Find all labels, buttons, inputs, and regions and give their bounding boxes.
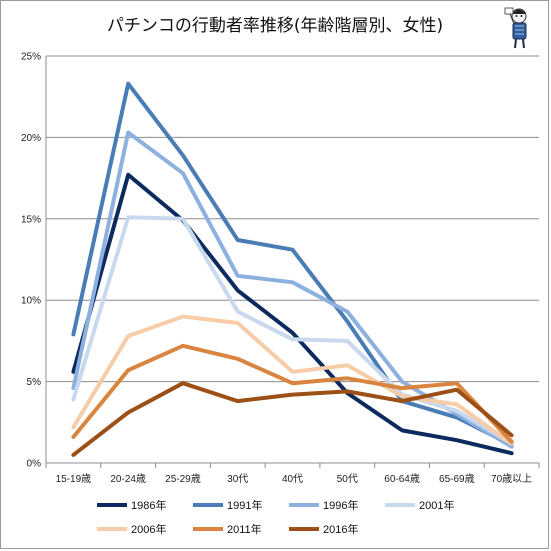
series-line-1991年 — [71, 81, 514, 448]
chart-title: パチンコの行動者率推移(年齢階層別、女性) — [107, 16, 443, 36]
mascot-icon — [504, 7, 527, 49]
x-tick-label: 50代 — [337, 473, 358, 485]
x-tick-label: 25-29歳 — [165, 473, 201, 485]
legend-label: 2001年 — [419, 498, 454, 512]
x-tick-label: 60-64歳 — [384, 473, 420, 485]
legend-label: 2016年 — [323, 522, 358, 536]
series-line-2011年 — [71, 343, 514, 444]
x-tick-label: 70歳以上 — [491, 473, 532, 485]
x-tick-label: 65-69歳 — [439, 473, 475, 485]
legend-label: 2011年 — [227, 522, 262, 536]
y-tick-label: 0% — [27, 459, 42, 470]
series-line-2006年 — [71, 314, 514, 446]
series-line-2001年 — [71, 215, 514, 446]
series-line-1986年 — [71, 172, 514, 456]
x-tick-label: 20-24歳 — [110, 473, 146, 485]
series-line-2016年 — [71, 381, 514, 457]
legend-label: 1986年 — [131, 498, 166, 512]
series-line-1996年 — [71, 130, 514, 449]
x-tick-label: 15-19歳 — [56, 473, 92, 485]
x-tick-label: 30代 — [227, 473, 248, 485]
y-tick-label: 10% — [21, 296, 41, 307]
y-tick-label: 20% — [21, 133, 41, 144]
y-tick-label: 15% — [21, 214, 41, 225]
legend-label: 2006年 — [131, 522, 166, 536]
y-tick-label: 5% — [27, 377, 42, 388]
legend-label: 1996年 — [323, 498, 358, 512]
x-tick-label: 40代 — [282, 473, 303, 485]
legend-label: 1991年 — [227, 498, 262, 512]
y-tick-label: 25% — [21, 52, 41, 63]
